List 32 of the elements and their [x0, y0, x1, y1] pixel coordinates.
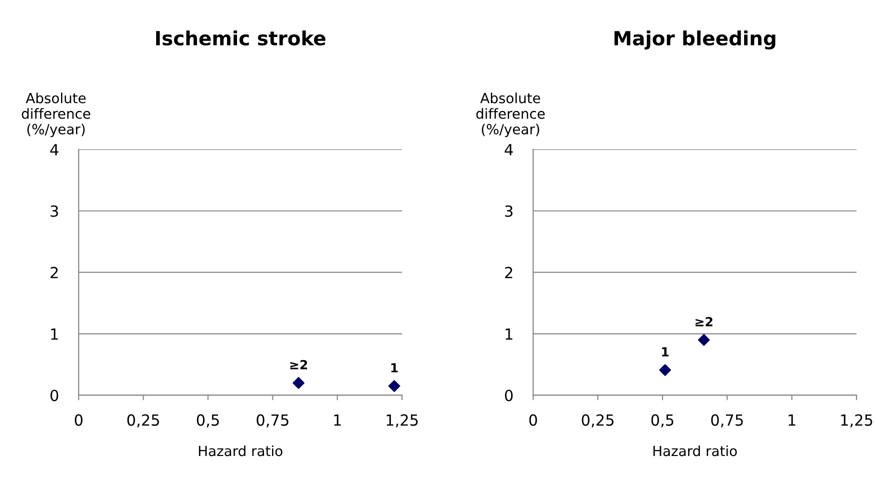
x-tick-label: 1 [788, 414, 796, 426]
x-axis-title: Hazard ratio [198, 445, 282, 456]
y-axis-title: Absolute difference (%/year) [476, 92, 545, 138]
x-tick-label: 1,25 [386, 414, 418, 428]
x-tick-label: 1 [334, 414, 341, 426]
y-axis-title: Absolute difference (%/year) [22, 92, 90, 138]
y-tick-label: 4 [50, 144, 58, 156]
y-tick-label: 4 [504, 144, 513, 156]
annotation: 1 [662, 347, 669, 356]
y-tick-label: 1 [506, 328, 512, 340]
y-tick-label: 0 [504, 390, 513, 402]
x-tick-label: 0,75 [256, 414, 288, 428]
annotation: ≥2 [696, 316, 712, 326]
x-tick-label: 0,75 [711, 414, 743, 428]
x-tick-label: 0,25 [582, 414, 614, 428]
annotation: 1 [391, 363, 398, 372]
x-tick-label: 0,5 [651, 414, 674, 428]
y-tick-label: 1 [51, 328, 58, 340]
y-tick-label: 2 [50, 266, 58, 278]
y-tick-label: 3 [50, 205, 58, 217]
y-tick-label: 2 [505, 266, 512, 278]
annotation: ≥2 [290, 360, 308, 370]
x-tick-label: 0,5 [196, 414, 219, 428]
chart-title: Major bleeding [614, 30, 776, 50]
y-tick-label: 0 [50, 390, 58, 402]
x-axis-title: Hazard ratio [653, 445, 737, 456]
x-tick-label: 0,25 [127, 414, 160, 428]
y-tick-label: 3 [505, 205, 512, 217]
x-tick-label: 0 [74, 414, 83, 426]
x-tick-label: 1,25 [841, 414, 872, 428]
x-tick-label: 0 [529, 414, 537, 426]
chart-title: Ischemic stroke [156, 30, 326, 46]
